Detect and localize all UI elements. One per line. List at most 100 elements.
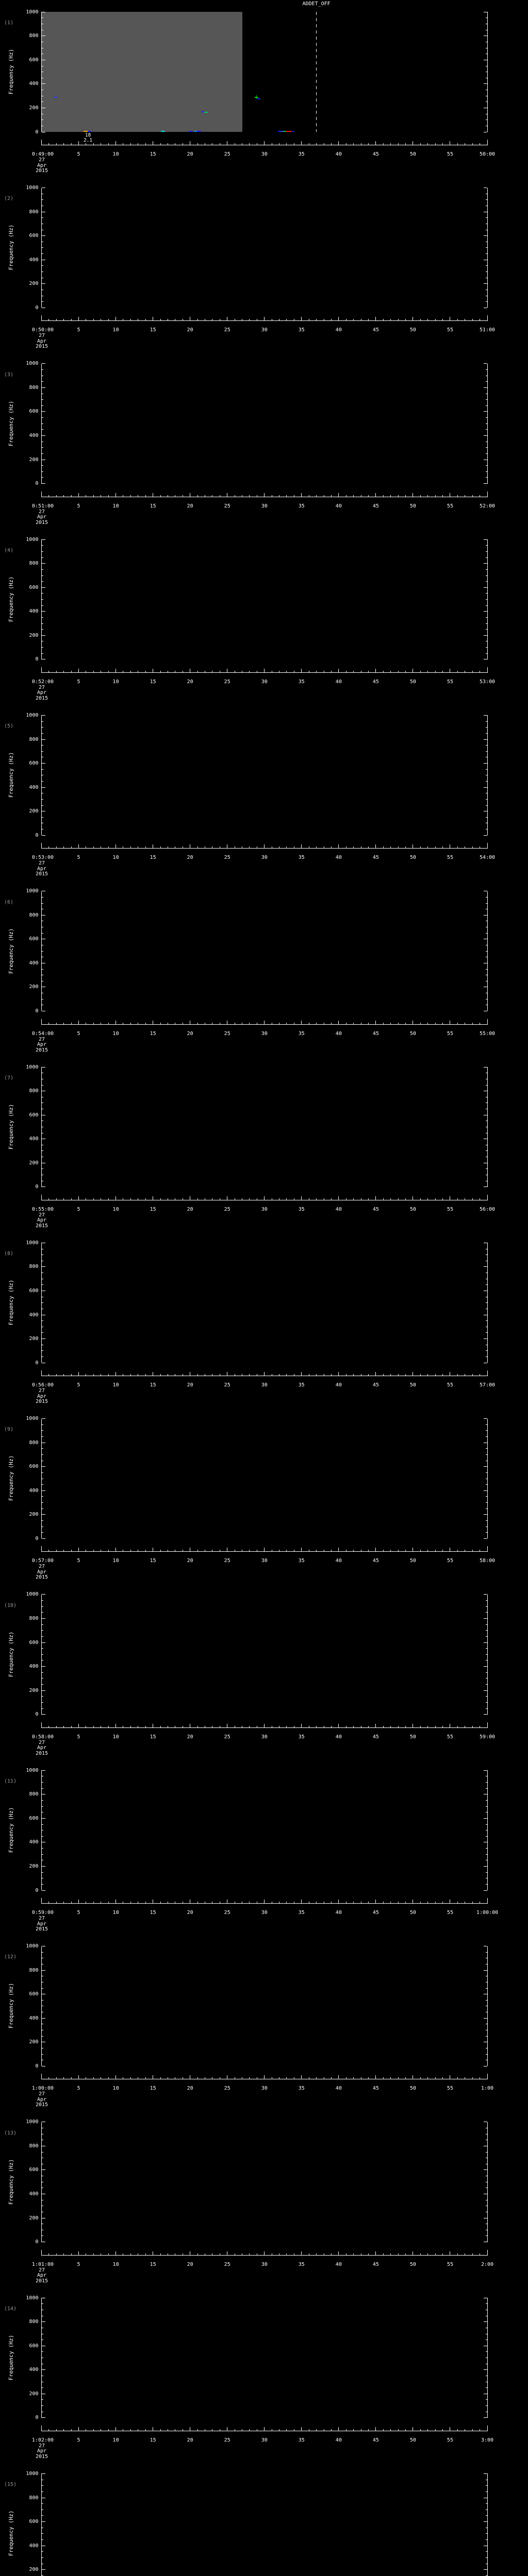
x-tick (130, 1725, 131, 1727)
y-tick (484, 2569, 487, 2570)
y-tick-label: 800 (29, 1967, 39, 1973)
x-tick (487, 2425, 488, 2431)
y-tick-label: 0 (35, 2063, 39, 2069)
x-tick-label: 50 (409, 1382, 416, 1388)
x-tick-label: 40 (335, 2261, 342, 2267)
y-tick (485, 1448, 487, 1449)
date-year-label: 2015 (35, 168, 48, 174)
x-tick (145, 1198, 146, 1200)
x-tick (368, 1374, 369, 1376)
x-tick-label: 35 (298, 1382, 305, 1388)
y-tick (485, 2036, 487, 2037)
x-tick-label: 30 (261, 2261, 268, 2267)
y-axis-left (41, 1067, 42, 1187)
y-tick (41, 253, 43, 255)
x-tick-label: 25 (224, 1558, 230, 1564)
x-tick-label: 45 (372, 2086, 379, 2092)
y-tick-label: 200 (29, 281, 39, 287)
x-tick-label: 25 (224, 2086, 230, 2092)
y-tick (41, 363, 45, 364)
y-tick (484, 2417, 487, 2418)
x-tick (301, 668, 302, 672)
x-tick (390, 1022, 391, 1024)
x-tick (108, 670, 109, 672)
y-tick-label: 1000 (26, 712, 39, 718)
y-tick (41, 581, 43, 582)
x-tick (63, 1902, 64, 1903)
spectrogram-panel: (4) Frequency (Hz) 0:52:00 53:00 27 Apr … (0, 528, 528, 703)
start-time-label: 0:50:00 (31, 327, 54, 333)
y-tick-label: 800 (29, 384, 39, 391)
x-tick-label: 30 (261, 2086, 268, 2092)
x-tick (197, 1550, 198, 1552)
x-tick (264, 2075, 265, 2079)
x-tick (487, 491, 488, 497)
y-tick (41, 593, 43, 594)
y-tick-label: 400 (29, 1487, 39, 1494)
x-tick (108, 319, 109, 321)
detection-marker (189, 131, 193, 132)
x-tick-label: 5 (77, 503, 80, 509)
y-tick (41, 2551, 43, 2552)
x-tick-label: 50 (409, 679, 416, 685)
x-tick (316, 1725, 317, 1727)
x-tick-label: 35 (298, 2261, 305, 2267)
x-tick-label: 50 (409, 503, 416, 509)
x-tick (368, 1725, 369, 1727)
y-tick (41, 2351, 43, 2352)
x-tick (412, 1020, 414, 1024)
x-tick (264, 493, 265, 497)
panel-index-label: (4) (4, 547, 14, 553)
x-tick (316, 1022, 317, 1024)
x-tick (472, 1902, 473, 1903)
y-tick (41, 1672, 43, 1673)
panel-index-label: (6) (4, 899, 14, 905)
y-tick (41, 1836, 43, 1837)
x-tick (56, 1725, 57, 1727)
date-day-label: 27 (38, 1739, 45, 1745)
y-tick (41, 629, 43, 630)
y-tick (484, 1618, 487, 1619)
x-tick (197, 1725, 198, 1727)
x-tick (145, 319, 146, 321)
y-tick (485, 1678, 487, 1679)
y-tick (485, 581, 487, 582)
x-tick (93, 1374, 94, 1376)
y-tick-label: 400 (29, 433, 39, 438)
x-tick (435, 319, 436, 321)
x-tick-label: 35 (298, 2086, 305, 2092)
y-tick (41, 1284, 43, 1285)
x-tick (63, 1198, 64, 1200)
x-tick (108, 1550, 109, 1552)
x-tick (108, 2429, 109, 2431)
spectrogram-panel: (11) Frequency (Hz) 0:59:00 1:00:00 27 A… (0, 1758, 528, 1934)
y-tick (484, 1714, 487, 1715)
x-tick (353, 846, 354, 849)
start-time-label: 0:52:00 (31, 679, 54, 685)
x-tick-label: 10 (112, 2437, 119, 2443)
x-tick (249, 495, 250, 497)
x-tick (48, 1550, 50, 1552)
y-tick (41, 2036, 43, 2037)
y-tick (41, 1496, 43, 1497)
x-tick (63, 2253, 64, 2255)
y-tick (41, 605, 43, 606)
y-tick-label: 1000 (26, 9, 39, 15)
y-tick-label: 1000 (26, 185, 39, 191)
start-time-label: 1:00:00 (31, 2086, 54, 2092)
y-tick-label: 800 (29, 1264, 39, 1270)
x-tick (93, 846, 94, 849)
detection-marker (54, 96, 58, 98)
x-tick (56, 2077, 57, 2079)
y-axis-left (41, 188, 42, 308)
x-tick (71, 1725, 72, 1727)
x-tick (375, 493, 376, 497)
time-axis (41, 1551, 488, 1552)
y-tick (41, 545, 43, 546)
y-tick (485, 653, 487, 654)
x-tick (145, 1725, 146, 1727)
x-tick (435, 143, 436, 145)
x-tick (249, 846, 250, 849)
y-axis-title: Frequency (Hz) (8, 2510, 14, 2556)
x-tick (457, 1902, 458, 1903)
